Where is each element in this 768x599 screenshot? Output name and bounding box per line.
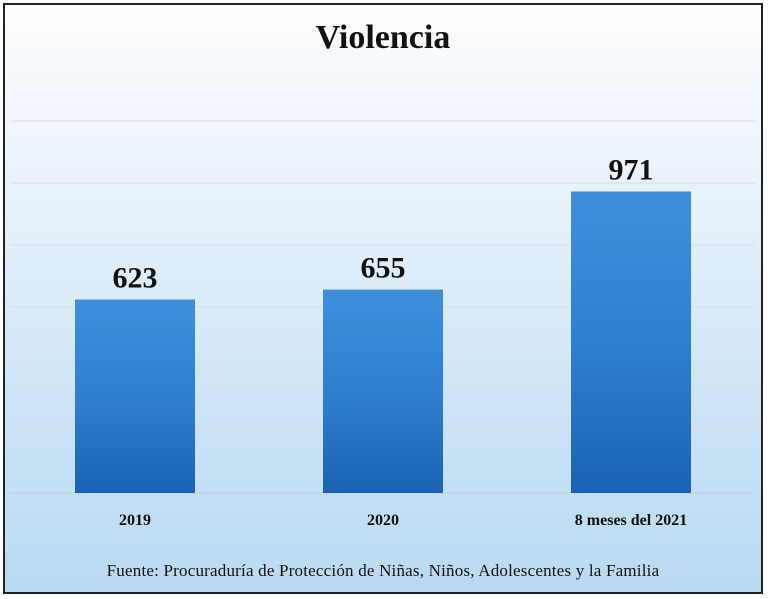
source-note: Fuente: Procuraduría de Protección de Ni… <box>106 561 660 580</box>
chart-frame: Violencia 623 2019 655 2020 971 8 meses del 2… <box>3 3 763 594</box>
x-tick-label: 2019 <box>119 512 151 529</box>
x-tick-label: 2020 <box>367 512 399 529</box>
bar-chart: 623 2019 655 2020 971 8 meses del 2021 <box>11 120 755 529</box>
bar <box>323 289 443 493</box>
data-label: 623 <box>113 262 158 295</box>
data-label: 655 <box>361 252 406 285</box>
bar <box>75 299 195 493</box>
x-tick-label: 8 meses del 2021 <box>575 512 687 529</box>
data-label: 971 <box>609 154 654 187</box>
chart-title: Violencia <box>315 19 451 56</box>
bar <box>571 191 691 493</box>
